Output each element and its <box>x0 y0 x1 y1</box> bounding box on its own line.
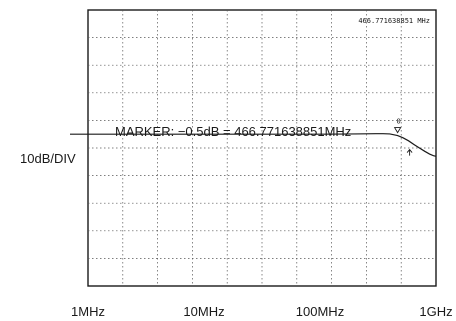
plot-frame <box>87 9 437 287</box>
marker-number: 0 <box>397 118 401 126</box>
x-tick-label: 1MHz <box>71 304 105 319</box>
marker-triangle <box>393 127 402 134</box>
marker-arrow <box>406 148 413 156</box>
x-tick-label: 100MHz <box>296 304 344 319</box>
y-axis-label: 10dB/DIV <box>20 151 76 166</box>
x-tick-label: 1GHz <box>419 304 452 319</box>
x-tick-label: 10MHz <box>183 304 224 319</box>
x-tick-labels: 1MHz 10MHz 100MHz 1GHz <box>71 304 453 319</box>
marker-readout: 466.771638851 MHz <box>358 17 430 25</box>
marker-annotation: MARKER: −0.5dB = 466.771638851MHz <box>115 124 351 139</box>
trace-line <box>88 133 437 157</box>
marker: 0 <box>393 118 413 156</box>
grid <box>70 10 436 286</box>
